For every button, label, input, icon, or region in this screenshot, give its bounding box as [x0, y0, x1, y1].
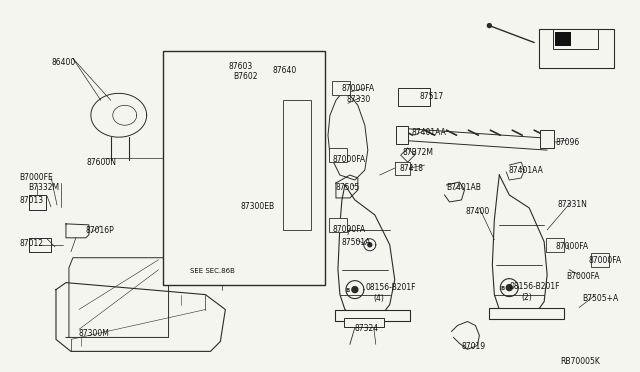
Text: B7602: B7602 [234, 73, 258, 81]
Text: 87012: 87012 [19, 239, 43, 248]
Polygon shape [213, 118, 218, 122]
Text: 87401AA: 87401AA [412, 128, 447, 137]
Text: 87400: 87400 [465, 207, 490, 216]
Polygon shape [213, 198, 218, 202]
Polygon shape [352, 286, 358, 293]
Bar [540, 130, 554, 148]
Bar [591, 253, 609, 267]
Text: (4): (4) [374, 294, 385, 302]
Bar [335, 310, 410, 321]
Bar [163, 51, 325, 285]
Text: 87016P: 87016P [86, 226, 115, 235]
Bar [553, 29, 598, 48]
Text: 87505: 87505 [336, 183, 360, 192]
Text: 87B72M: 87B72M [403, 148, 434, 157]
Text: 87019: 87019 [461, 342, 486, 352]
Text: B: B [500, 286, 504, 291]
Text: B7332M: B7332M [28, 183, 60, 192]
Text: SEE SEC.86B: SEE SEC.86B [191, 268, 236, 274]
Text: 87300EB: 87300EB [240, 202, 275, 211]
Polygon shape [213, 158, 218, 162]
Text: 87000FA: 87000FA [555, 242, 588, 251]
Text: 87000FA: 87000FA [333, 155, 366, 164]
Text: (2): (2) [521, 293, 532, 302]
Text: 87300M: 87300M [79, 330, 110, 339]
Text: 86400: 86400 [51, 58, 76, 67]
Text: RB70005K: RB70005K [560, 357, 600, 366]
Polygon shape [241, 80, 245, 84]
Bar [329, 148, 347, 162]
Text: 87324: 87324 [355, 324, 379, 333]
Bar [283, 100, 311, 230]
Text: 87331N: 87331N [557, 200, 587, 209]
Text: 87501A: 87501A [342, 238, 371, 247]
Text: 87096: 87096 [555, 138, 579, 147]
Polygon shape [488, 23, 492, 28]
Text: 87000FA: 87000FA [589, 256, 622, 265]
Text: 87603: 87603 [228, 62, 253, 71]
Text: 87013: 87013 [19, 196, 44, 205]
Bar [546, 238, 564, 252]
Text: 87330: 87330 [347, 95, 371, 104]
Text: B: B [346, 288, 350, 293]
Bar [329, 218, 347, 232]
Polygon shape [251, 84, 256, 89]
Text: 87418: 87418 [400, 164, 424, 173]
Text: 87000FA: 87000FA [342, 84, 375, 93]
Text: B7401AB: B7401AB [447, 183, 481, 192]
Polygon shape [506, 285, 512, 291]
Bar [344, 318, 384, 327]
Bar [539, 29, 614, 68]
Text: B7000FE: B7000FE [19, 173, 53, 182]
Text: 87600N: 87600N [87, 158, 117, 167]
Bar [397, 89, 429, 106]
Text: 87640: 87640 [272, 67, 296, 76]
Bar [332, 81, 350, 95]
Polygon shape [368, 243, 372, 247]
Text: 87000FA: 87000FA [333, 225, 366, 234]
Text: 87401AA: 87401AA [508, 166, 543, 175]
Bar [490, 308, 564, 320]
Text: B7000FA: B7000FA [566, 272, 600, 281]
Bar [555, 32, 571, 45]
Bar [396, 126, 408, 144]
Text: 87517: 87517 [420, 92, 444, 101]
Text: 08156-B201F: 08156-B201F [366, 283, 417, 292]
Text: 08156-B201F: 08156-B201F [509, 282, 560, 291]
Text: B7505+A: B7505+A [582, 294, 618, 302]
